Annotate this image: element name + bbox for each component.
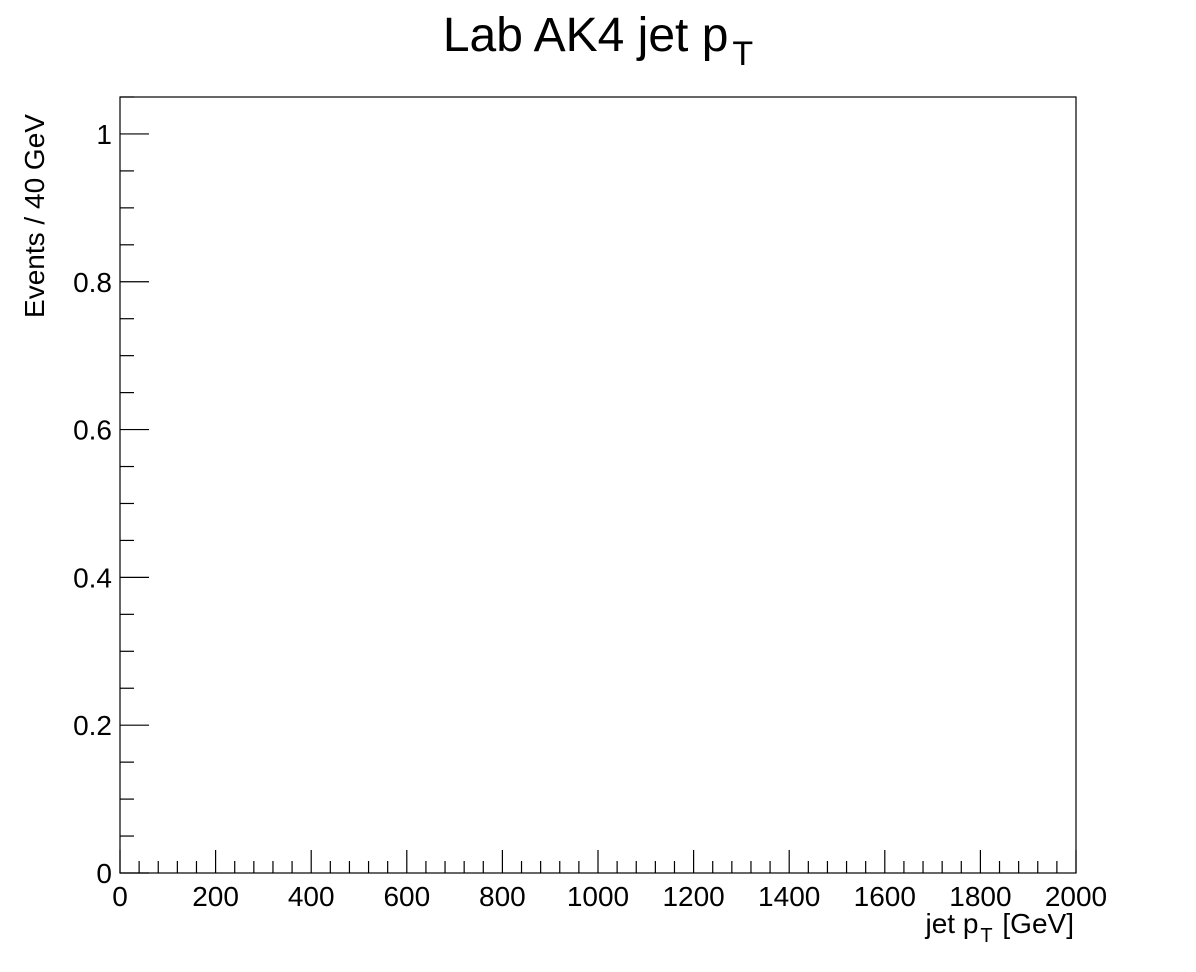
x-tick-label: 200 — [192, 881, 239, 912]
y-tick-label: 0.4 — [73, 562, 112, 593]
plot-frame — [119, 96, 1077, 874]
x-tick-label: 1000 — [567, 881, 629, 912]
x-tick-label: 800 — [479, 881, 526, 912]
x-axis-label-prefix: jet p — [925, 908, 979, 939]
y-tick-label: 0 — [96, 858, 112, 889]
y-axis-label: Events / 40 GeV — [19, 114, 50, 318]
chart-title-text: Lab AK4 jet p — [442, 9, 729, 62]
x-axis-tick-labels: 0 200 400 600 800 1000 1200 1400 1600 1800 2000 — [112, 881, 1107, 912]
y-axis-ticks — [120, 96, 149, 874]
x-tick-label: 2000 — [1045, 881, 1107, 912]
x-tick-label: 1600 — [854, 881, 916, 912]
x-tick-label: 1800 — [949, 881, 1011, 912]
x-axis-ticks — [119, 850, 1077, 873]
x-tick-label: 1400 — [758, 881, 820, 912]
y-tick-label: 0.2 — [73, 710, 112, 741]
chart-title-subscript: T — [732, 35, 754, 73]
x-axis-label-subscript: T — [980, 925, 993, 947]
x-tick-label: 0 — [112, 881, 128, 912]
x-tick-label: 600 — [383, 881, 430, 912]
x-tick-label: 400 — [288, 881, 335, 912]
y-tick-label: 1 — [96, 119, 112, 150]
y-tick-label: 0.6 — [73, 415, 112, 446]
x-tick-label: 1200 — [662, 881, 724, 912]
x-axis-label-suffix: [GeV] — [994, 908, 1074, 939]
y-axis-tick-labels: 0 0.2 0.4 0.6 0.8 1 — [73, 119, 112, 889]
y-tick-label: 0.8 — [73, 267, 112, 298]
